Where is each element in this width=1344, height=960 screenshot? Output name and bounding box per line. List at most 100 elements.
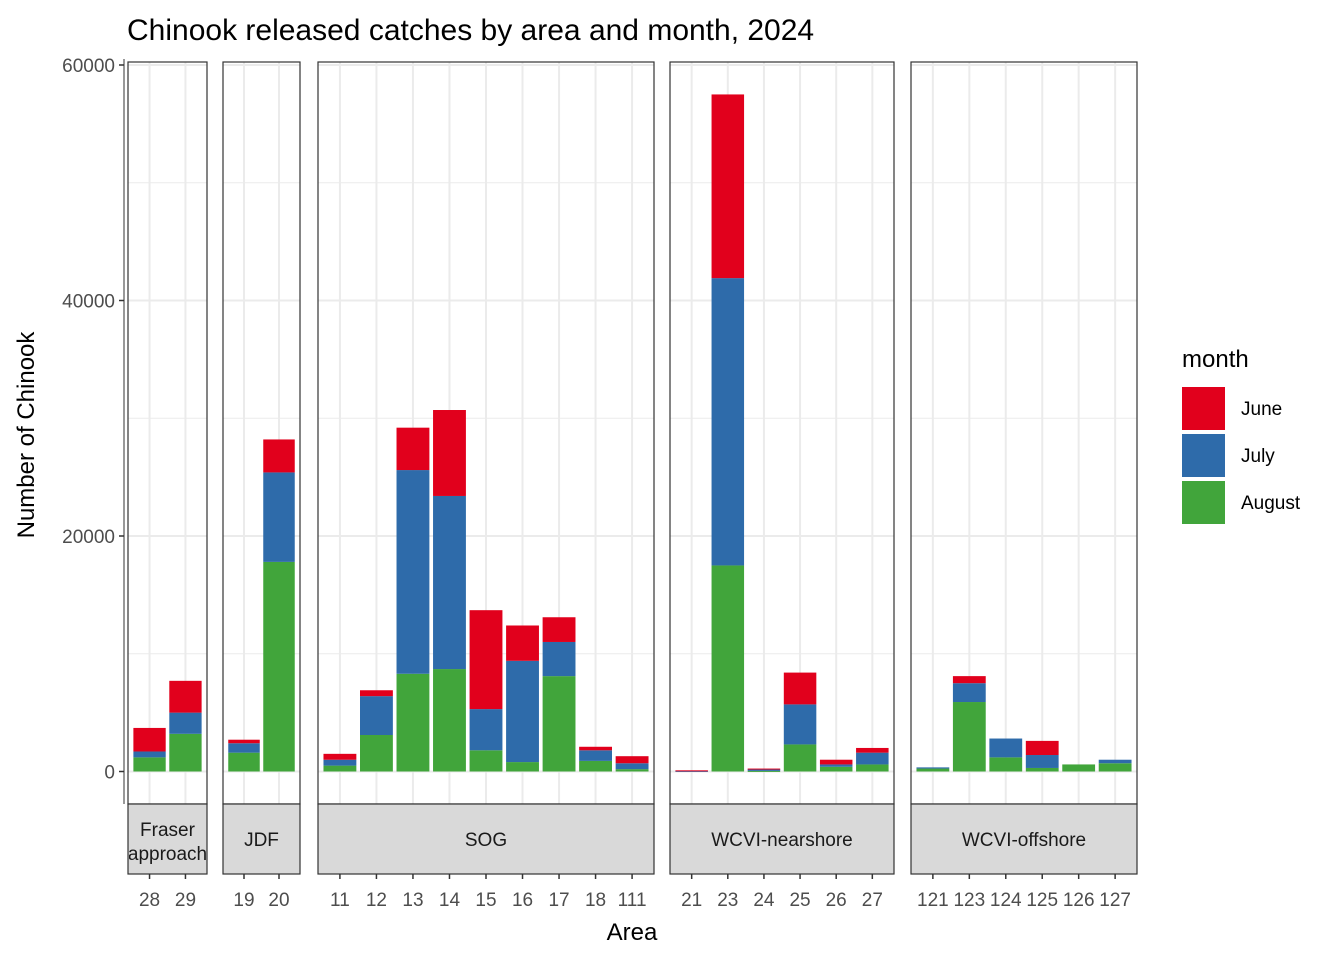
y-tick-label: 60000 <box>62 56 115 77</box>
chart-title: Chinook released catches by area and mon… <box>127 14 814 47</box>
legend-swatch-july <box>1182 434 1225 477</box>
bar-segment-july <box>989 738 1023 758</box>
bar-segment-august <box>579 760 612 772</box>
x-tick-label: 17 <box>548 890 569 911</box>
bar-segment-june <box>747 768 781 770</box>
bar-segment-july <box>615 763 649 770</box>
bar-segment-june <box>323 753 357 760</box>
bar-segment-june <box>169 680 202 713</box>
facet-strip-label: SOG <box>465 830 507 851</box>
bar-segment-july <box>396 470 430 674</box>
bar-segment-june <box>469 610 503 710</box>
bar-segment-july <box>360 696 393 735</box>
x-tick-label: 21 <box>681 890 702 911</box>
legend-swatch-august <box>1182 481 1225 524</box>
facet-panel: WCVI-nearshore 21 23 24 25 26 27 <box>669 61 895 911</box>
facet-strip <box>910 803 1138 875</box>
bar-segment-june <box>711 94 745 279</box>
bar-segment-july <box>711 278 745 566</box>
bar-segment-july <box>856 752 889 765</box>
bar-segment-august <box>1025 767 1059 772</box>
facet-strip-label: JDF <box>244 830 279 851</box>
x-tick-label: 20 <box>268 890 289 911</box>
legend-title: month <box>1182 346 1249 373</box>
facet-strip <box>317 803 655 875</box>
bar-segment-july <box>819 764 853 767</box>
bar-segment-august <box>469 750 503 772</box>
facet-panel: JDF 19 20 <box>222 61 301 911</box>
bar-segment-june <box>433 410 466 496</box>
x-tick-label: 124 <box>990 890 1022 911</box>
facet-strip-line: approach <box>128 844 207 865</box>
bar-segment-august <box>711 565 745 772</box>
bar-segment-august <box>1098 763 1132 772</box>
x-tick-label: 15 <box>475 890 496 911</box>
bar-segment-june <box>263 439 295 473</box>
bar-segment-july <box>579 750 612 761</box>
x-tick-label: 125 <box>1026 890 1058 911</box>
facet-strip-label: WCVI-offshore <box>962 830 1086 851</box>
x-tick-label: 29 <box>175 890 196 911</box>
bar-segment-august <box>506 762 539 772</box>
bar-segment-july <box>133 751 166 758</box>
bar-segment-august <box>542 676 576 772</box>
bar-segment-june <box>952 676 986 684</box>
bar-segment-august <box>747 770 781 772</box>
legend-swatch-june <box>1182 387 1225 430</box>
bar-segment-june <box>783 672 817 705</box>
panel-border <box>910 61 1138 805</box>
x-tick-label: 14 <box>439 890 461 911</box>
bar-segment-august <box>615 769 649 772</box>
bar-segment-august <box>360 734 393 772</box>
bar-segment-august <box>433 669 466 772</box>
x-tick-label: 27 <box>862 890 883 911</box>
bar-segment-august <box>323 765 357 772</box>
bar-segment-june <box>228 739 260 744</box>
bar-segment-july <box>433 495 466 670</box>
bar-segment-june <box>396 427 430 471</box>
bar-segment-june <box>856 747 889 753</box>
bar-segment-june <box>506 625 539 661</box>
bar-segment-august <box>819 766 853 772</box>
y-tick-label: 0 <box>104 763 115 784</box>
bar-segment-june <box>1025 740 1059 756</box>
bar-segment-june <box>579 746 612 751</box>
facet-strip-label: Fraser approach <box>128 820 207 865</box>
bar-segment-july <box>952 683 986 703</box>
x-tick-label: 127 <box>1099 890 1131 911</box>
x-tick-label: 26 <box>826 890 847 911</box>
bar-segment-august <box>952 702 986 772</box>
bar-segment-july <box>1025 755 1059 768</box>
legend-label-august: August <box>1241 493 1301 514</box>
facet-panel: Fraser approach 28 29 <box>127 61 208 911</box>
bar-segment-july <box>747 769 781 771</box>
bar-segment-july <box>783 704 817 745</box>
x-tick-label: 11 <box>330 890 350 911</box>
bar-segment-august <box>169 733 202 772</box>
x-tick-label: 25 <box>789 890 810 911</box>
bar-segment-august <box>1062 764 1096 772</box>
facet-panel: WCVI-offshore 121 123 124 125 126 127 <box>910 61 1138 911</box>
bar-segment-june <box>675 770 708 772</box>
x-tick-label: 123 <box>953 890 985 911</box>
facet-strip-line: Fraser <box>140 820 196 841</box>
bar-segment-july <box>323 759 357 766</box>
bar-segment-august <box>396 673 430 772</box>
x-tick-label: 13 <box>402 890 423 911</box>
bar-segment-june <box>542 617 576 642</box>
x-tick-label: 126 <box>1063 890 1095 911</box>
legend: month June July August <box>1182 346 1301 524</box>
facet-panel: SOG 11 12 13 14 15 16 17 18 111 <box>317 61 655 911</box>
x-axis-title: Area <box>607 919 658 946</box>
bar-segment-august <box>916 768 950 772</box>
legend-label-june: June <box>1241 399 1282 420</box>
x-tick-label: 16 <box>512 890 533 911</box>
y-tick-label: 40000 <box>62 292 115 313</box>
bar-segment-june <box>615 756 649 764</box>
bar-segment-june <box>819 759 853 765</box>
x-tick-label: 18 <box>585 890 606 911</box>
bar-segment-july <box>542 641 576 677</box>
bar-segment-july <box>1098 759 1132 764</box>
legend-label-july: July <box>1241 446 1275 467</box>
x-tick-label: 23 <box>717 890 738 911</box>
